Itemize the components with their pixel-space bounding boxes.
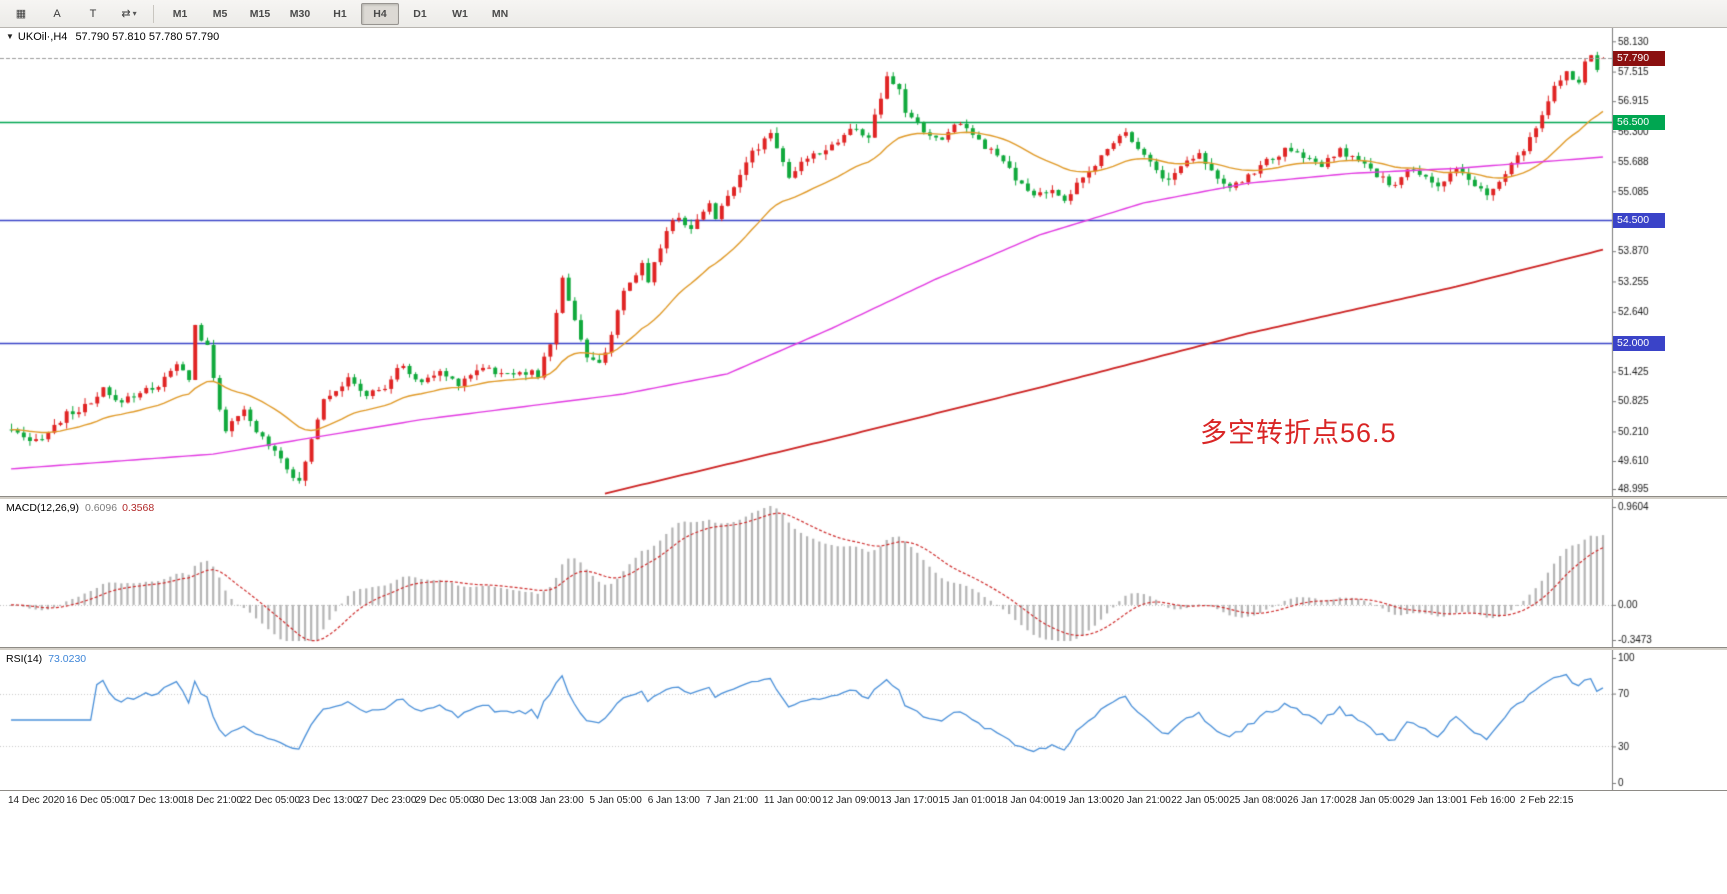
- cycle-icon: ⇄: [121, 8, 131, 20]
- time-axis-label: 5 Jan 05:00: [589, 795, 642, 806]
- level-price-tag-52000: 52.000: [1613, 336, 1665, 352]
- rsi-value: 73.0230: [48, 653, 87, 665]
- time-axis-label: 27 Dec 23:00: [356, 795, 417, 806]
- letter-a-icon: A: [53, 7, 61, 20]
- time-axis-label: 22 Jan 05:00: [1171, 795, 1229, 806]
- objects-grid-button[interactable]: ▦: [4, 3, 38, 25]
- macd-pane: MACD(12,26,9) 0.6096 0.3568: [0, 499, 1727, 647]
- time-axis-label: 1 Feb 16:00: [1461, 795, 1516, 806]
- text-t-button[interactable]: T: [76, 3, 110, 25]
- time-axis-label: 28 Jan 05:00: [1345, 795, 1404, 806]
- timeframe-button-m1[interactable]: M1: [172, 7, 188, 20]
- time-axis-label: 23 Dec 13:00: [298, 795, 359, 806]
- price-pane: ▼ UKOil·,H4 57.790 57.810 57.780 57.790 57…: [0, 28, 1727, 496]
- time-axis-label: 29 Jan 13:00: [1403, 795, 1462, 806]
- timeframe-button-h1[interactable]: H1: [333, 7, 347, 20]
- chevron-down-icon: ▾: [132, 9, 137, 18]
- macd-label: MACD(12,26,9) 0.6096 0.3568: [6, 502, 154, 514]
- time-axis-label: 3 Jan 23:00: [531, 795, 584, 806]
- timeframe-button-d1[interactable]: D1: [413, 7, 427, 20]
- text-a-button[interactable]: A: [40, 3, 74, 25]
- collapse-triangle-icon[interactable]: ▼: [6, 32, 14, 41]
- time-axis-label: 15 Jan 01:00: [938, 795, 997, 806]
- time-axis-label: 6 Jan 13:00: [647, 795, 700, 806]
- symbol-label: ▼ UKOil·,H4 57.790 57.810 57.780 57.790: [6, 31, 219, 43]
- time-axis-label: 26 Jan 17:00: [1287, 795, 1346, 806]
- time-axis-label: 19 Jan 13:00: [1054, 795, 1113, 806]
- price-chart-canvas[interactable]: [0, 28, 1727, 496]
- ohlc-values: 57.790 57.810 57.780 57.790: [75, 31, 220, 43]
- time-axis[interactable]: 14 Dec 2020 16 Dec 05:00 17 Dec 13:00 18 De…: [0, 790, 1727, 810]
- timeframe-button-mn[interactable]: MN: [491, 7, 509, 20]
- time-axis-label: 12 Jan 09:00: [822, 795, 880, 806]
- symbol-period-text: UKOil·,H4: [17, 31, 68, 43]
- rsi-label: RSI(14) 73.0230: [6, 653, 86, 665]
- time-axis-label: 18 Dec 21:00: [182, 795, 242, 806]
- cycle-symbol-button[interactable]: ⇄ ▾: [112, 3, 146, 25]
- time-axis-label: 14 Dec 2020: [8, 795, 65, 806]
- rsi-canvas[interactable]: [0, 650, 1727, 790]
- timeframe-button-m30[interactable]: M30: [289, 7, 311, 20]
- pane-divider[interactable]: [0, 496, 1727, 499]
- macd-canvas[interactable]: [0, 499, 1727, 647]
- bottom-filler: [0, 810, 1727, 894]
- time-axis-label: 7 Jan 21:00: [705, 795, 759, 806]
- timeframe-button-m15[interactable]: M15: [249, 7, 271, 20]
- time-axis-label: 20 Jan 21:00: [1112, 795, 1171, 806]
- time-axis-label: 30 Dec 13:00: [473, 795, 533, 806]
- time-axis-label: 17 Dec 13:00: [124, 795, 184, 806]
- time-axis-label: 25 Jan 08:00: [1229, 795, 1288, 806]
- timeframe-button-m5[interactable]: M5: [212, 7, 228, 20]
- time-axis-label: 29 Dec 05:00: [415, 795, 475, 806]
- time-axis-label: 22 Dec 05:00: [240, 795, 301, 806]
- timeframe-button-w1[interactable]: W1: [452, 7, 468, 20]
- time-axis-label: 11 Jan 00:00: [764, 795, 822, 806]
- time-axis-label: 18 Jan 04:00: [996, 795, 1055, 806]
- current-price-tag: 57.790: [1613, 51, 1665, 67]
- level-price-tag-56500: 56.500: [1613, 114, 1665, 130]
- macd-signal-value: 0.3568: [122, 502, 155, 514]
- level-price-tag-54500: 54.500: [1613, 213, 1665, 229]
- time-axis-label: 16 Dec 05:00: [66, 795, 126, 806]
- time-axis-label: 13 Jan 17:00: [880, 795, 939, 806]
- macd-main-value: 0.6096: [84, 502, 118, 514]
- letter-t-icon: T: [89, 7, 97, 20]
- time-axis-label: 2 Feb 22:15: [1520, 795, 1574, 806]
- rsi-pane: RSI(14) 73.0230: [0, 650, 1727, 790]
- pane-divider[interactable]: [0, 647, 1727, 650]
- timeframe-button-h4[interactable]: H4: [361, 2, 399, 25]
- toolbar: ▦ A T ⇄ ▾ M1 M5 M15 M30 H1 H4 D1 W1 MN: [0, 0, 1727, 28]
- macd-name: MACD(12,26,9): [6, 502, 79, 514]
- grid-icon: ▦: [15, 8, 27, 20]
- toolbar-separator: [153, 4, 154, 23]
- chart-annotation-text: 多空转折点56.5: [1200, 418, 1397, 449]
- rsi-name: RSI(14): [6, 653, 43, 665]
